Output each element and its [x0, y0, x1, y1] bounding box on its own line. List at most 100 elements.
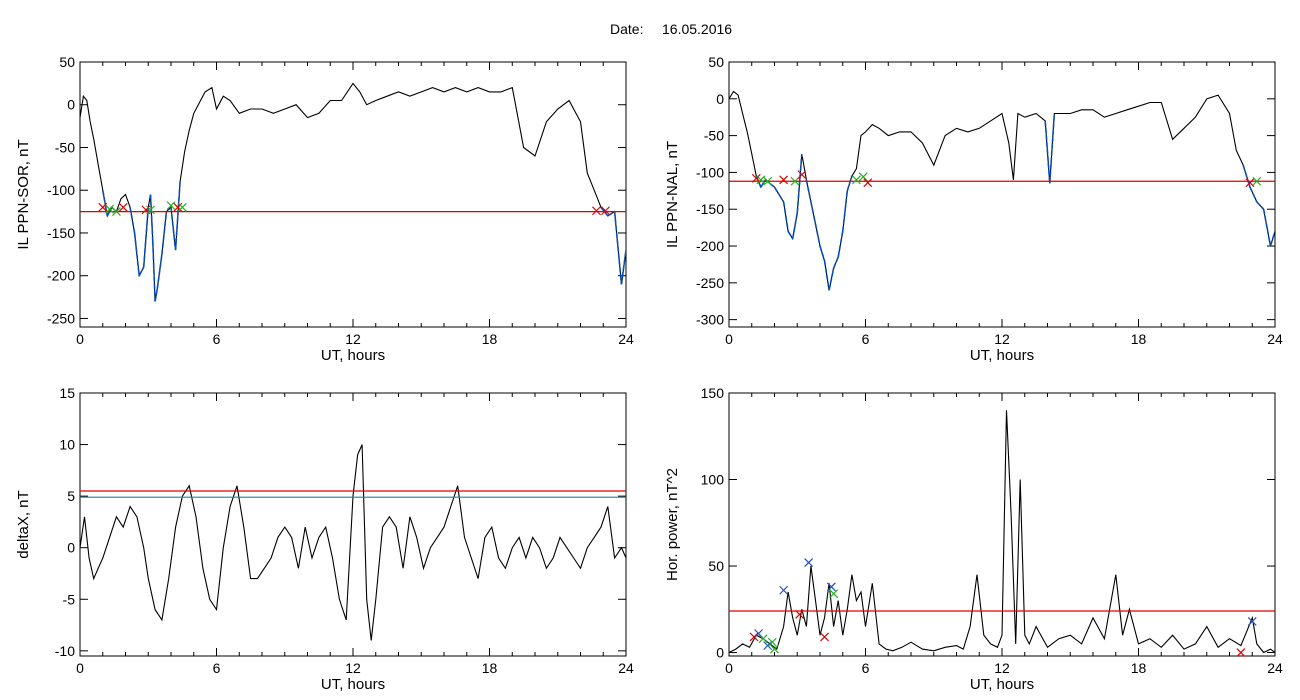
series-line [80, 82, 626, 302]
below-threshold-segment [170, 207, 177, 251]
below-threshold-segment [152, 241, 156, 302]
below-threshold-segment [832, 256, 839, 269]
below-threshold-segment [613, 211, 623, 285]
event-marker [863, 178, 873, 188]
x-tick-label: 18 [482, 331, 498, 347]
date-label: Date: [610, 21, 643, 37]
x-axis-label: UT, hours [970, 676, 1034, 693]
chart-hor-power: 0 6 12 18 24 150 100 50 0 UT, hours Hor. power, nT… [664, 385, 1283, 693]
event-marker [118, 202, 128, 212]
plot-area [729, 410, 1275, 654]
event-marker [756, 175, 766, 185]
series-line [729, 90, 1275, 291]
y-tick-label: 10 [59, 437, 75, 453]
below-threshold-segment [773, 186, 780, 195]
event-marker [790, 176, 800, 186]
y-tick-label: 15 [59, 385, 75, 401]
x-axis-label: UT, hours [321, 676, 385, 693]
event-marker [1247, 616, 1257, 626]
x-tick-label: 12 [994, 331, 1010, 347]
below-threshold-segment [819, 245, 826, 261]
y-tick-label: -200 [47, 268, 75, 284]
below-threshold-segment [161, 211, 168, 255]
y-tick-label: -150 [47, 225, 75, 241]
chart-il-ppn-sor: 0 6 12 18 24 50 0 -50 -100 -150 -200 -250 UT, hours I… [15, 54, 634, 364]
event-marker [779, 175, 789, 185]
x-tick-label: 24 [1267, 331, 1283, 347]
below-threshold-segment [149, 194, 154, 242]
event-marker [763, 641, 773, 651]
below-threshold-segment [796, 153, 803, 213]
x-tick-label: 12 [994, 660, 1010, 676]
event-marker [763, 176, 773, 186]
event-marker [111, 207, 121, 217]
event-marker [829, 589, 839, 599]
event-marker [820, 632, 829, 642]
x-tick-label: 0 [76, 660, 84, 676]
date-value: 16.05.2016 [662, 21, 732, 37]
event-marker [858, 172, 868, 182]
event-marker [770, 644, 779, 654]
y-tick-label: -50 [55, 139, 75, 155]
x-tick-label: 0 [76, 331, 84, 347]
below-threshold-segment [1242, 164, 1251, 188]
y-tick-label: 0 [67, 540, 75, 556]
x-tick-label: 6 [862, 660, 870, 676]
below-threshold-segment [138, 266, 145, 277]
x-tick-label: 18 [1131, 331, 1147, 347]
x-axis-label: UT, hours [970, 347, 1034, 364]
y-tick-label: -300 [696, 312, 724, 328]
x-tick-label: 24 [618, 331, 634, 347]
below-threshold-segment [823, 260, 830, 291]
plot-area [729, 90, 1275, 291]
event-marker [804, 558, 814, 567]
event-marker [98, 202, 108, 212]
event-marker [767, 637, 777, 647]
event-marker [592, 206, 601, 216]
below-threshold-segment [1249, 186, 1258, 203]
x-tick-label: 12 [345, 331, 361, 347]
y-tick-label: 0 [716, 645, 724, 661]
x-tick-label: 6 [862, 331, 870, 347]
event-marker [797, 170, 807, 180]
y-tick-label: 100 [701, 472, 725, 488]
event-marker [166, 201, 176, 211]
below-threshold-segment [133, 232, 140, 276]
x-tick-label: 24 [618, 660, 634, 676]
below-threshold-segment [607, 210, 616, 217]
below-threshold-segment [778, 194, 785, 203]
below-threshold-segment [1256, 201, 1265, 210]
event-marker [851, 175, 861, 185]
event-marker [1245, 178, 1255, 188]
below-threshold-segment [174, 181, 181, 251]
below-threshold-segment [787, 230, 794, 240]
event-marker [1236, 648, 1246, 657]
plot-area [80, 82, 626, 302]
below-threshold-segment [156, 254, 163, 289]
figure-title: Date: 16.05.2016 [610, 21, 732, 37]
event-marker [177, 202, 187, 212]
y-tick-label: -150 [696, 201, 724, 217]
x-tick-label: 6 [213, 331, 221, 347]
y-tick-label: -100 [47, 182, 75, 198]
x-tick-label: 18 [482, 660, 498, 676]
event-marker [601, 206, 610, 216]
x-tick-label: 24 [1267, 660, 1283, 676]
below-threshold-segment [828, 267, 835, 291]
plot-frame [728, 61, 1276, 328]
y-axis-label: Hor. power, nT^2 [664, 468, 681, 581]
event-marker [758, 634, 768, 644]
y-tick-label: 5 [67, 488, 75, 504]
x-tick-label: 6 [213, 660, 221, 676]
y-tick-label: 50 [708, 558, 724, 574]
y-tick-label: -100 [696, 164, 724, 180]
y-tick-label: -50 [704, 128, 724, 144]
event-marker [779, 585, 789, 595]
event-marker [146, 205, 155, 215]
x-tick-label: 0 [725, 331, 733, 347]
series-line [729, 410, 1275, 654]
event-marker [795, 610, 804, 619]
y-tick-label: -250 [696, 275, 724, 291]
below-threshold-segment [814, 223, 821, 247]
